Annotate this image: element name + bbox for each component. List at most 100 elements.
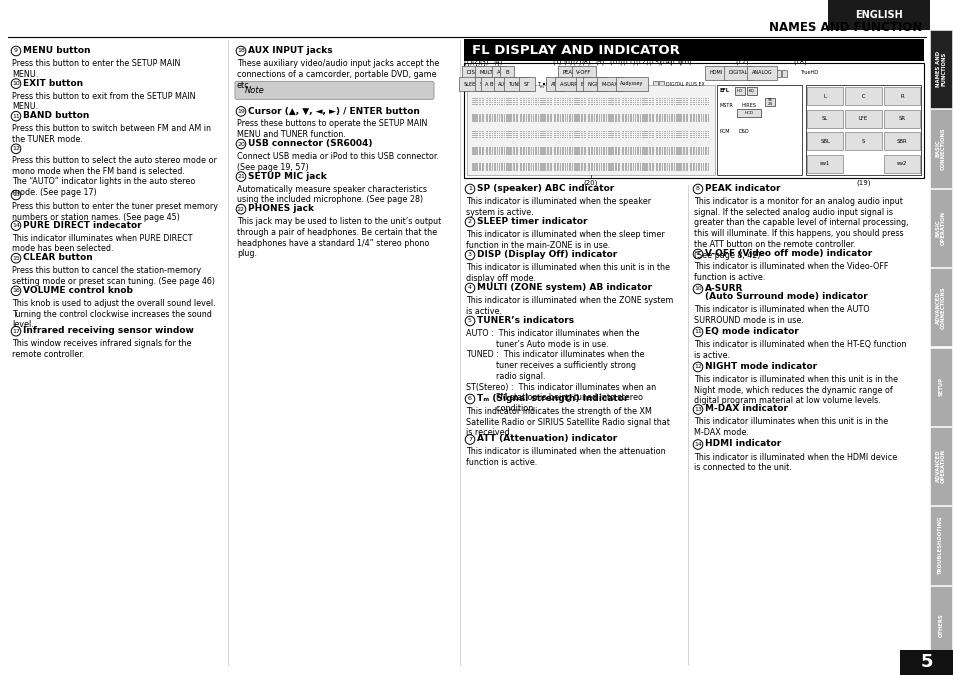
Bar bbox=[537, 130, 538, 132]
Bar bbox=[602, 167, 603, 169]
Bar bbox=[609, 149, 610, 151]
Bar bbox=[646, 134, 647, 136]
Bar bbox=[475, 132, 476, 134]
Bar bbox=[653, 165, 654, 167]
Text: (1): (1) bbox=[463, 59, 472, 65]
Bar bbox=[530, 151, 532, 153]
Bar bbox=[668, 151, 670, 153]
Bar bbox=[481, 114, 482, 116]
Bar bbox=[564, 102, 565, 103]
Text: This indicator is illuminated when the Video-OFF
function is active.: This indicator is illuminated when the V… bbox=[693, 262, 887, 281]
Bar bbox=[650, 147, 651, 148]
Bar bbox=[631, 134, 632, 136]
Bar bbox=[519, 151, 520, 153]
Bar bbox=[475, 100, 476, 101]
Bar bbox=[501, 165, 503, 167]
Bar bbox=[657, 132, 658, 134]
Bar bbox=[607, 151, 608, 153]
Bar bbox=[659, 134, 660, 136]
Bar bbox=[624, 98, 625, 99]
Bar bbox=[516, 134, 517, 136]
Bar bbox=[548, 165, 549, 167]
Bar bbox=[534, 116, 536, 118]
Bar bbox=[659, 151, 660, 153]
Bar bbox=[629, 98, 630, 99]
Bar bbox=[597, 130, 598, 132]
Bar bbox=[696, 136, 697, 138]
Bar bbox=[650, 114, 651, 116]
Bar bbox=[683, 114, 684, 116]
Bar bbox=[602, 132, 603, 134]
Bar bbox=[551, 163, 552, 165]
Bar bbox=[635, 165, 636, 167]
Bar bbox=[682, 102, 683, 103]
Bar bbox=[541, 116, 542, 118]
Bar bbox=[536, 147, 537, 148]
Bar bbox=[581, 149, 583, 151]
Bar bbox=[625, 169, 626, 171]
Bar bbox=[704, 134, 705, 136]
Bar bbox=[682, 136, 683, 138]
Bar bbox=[635, 169, 636, 171]
Bar bbox=[490, 98, 491, 99]
Bar bbox=[651, 130, 652, 132]
Bar bbox=[476, 153, 477, 155]
Bar bbox=[476, 104, 477, 105]
Bar bbox=[498, 130, 499, 132]
Bar bbox=[546, 104, 547, 105]
Bar bbox=[513, 98, 514, 99]
Bar bbox=[666, 116, 667, 118]
Bar bbox=[503, 147, 504, 148]
Bar bbox=[548, 118, 549, 119]
Bar bbox=[638, 104, 639, 105]
Bar bbox=[571, 163, 572, 165]
Bar bbox=[564, 169, 565, 171]
Bar bbox=[527, 165, 529, 167]
Bar bbox=[605, 116, 606, 118]
Bar bbox=[546, 165, 547, 167]
Bar bbox=[476, 167, 477, 169]
Bar bbox=[641, 116, 642, 118]
Bar bbox=[598, 167, 599, 169]
Bar bbox=[553, 104, 554, 105]
Text: (5): (5) bbox=[552, 59, 561, 65]
Bar bbox=[590, 165, 591, 167]
Bar bbox=[546, 149, 547, 151]
Bar bbox=[699, 102, 700, 103]
Bar bbox=[513, 167, 514, 169]
Bar bbox=[495, 118, 496, 119]
Bar bbox=[676, 130, 677, 132]
Bar bbox=[587, 120, 588, 121]
Bar bbox=[646, 104, 647, 105]
Bar bbox=[583, 118, 584, 119]
Bar bbox=[568, 104, 569, 105]
Bar bbox=[673, 104, 674, 105]
Bar bbox=[594, 147, 595, 148]
Bar bbox=[501, 147, 503, 148]
Bar bbox=[689, 149, 690, 151]
Bar bbox=[594, 134, 595, 136]
Bar bbox=[478, 167, 479, 169]
Bar bbox=[648, 165, 649, 167]
Bar bbox=[670, 136, 671, 138]
Bar bbox=[575, 167, 576, 169]
Bar bbox=[698, 147, 699, 148]
Bar bbox=[473, 151, 474, 153]
Bar bbox=[692, 130, 693, 132]
Bar bbox=[590, 134, 591, 136]
Bar bbox=[683, 169, 684, 171]
Bar bbox=[625, 120, 626, 121]
Text: ANALOG: ANALOG bbox=[751, 70, 772, 76]
Bar bbox=[635, 120, 636, 121]
Bar bbox=[519, 165, 520, 167]
Bar bbox=[698, 102, 699, 103]
Bar bbox=[690, 132, 692, 134]
Bar bbox=[612, 116, 613, 118]
Bar bbox=[594, 100, 595, 101]
Bar bbox=[556, 147, 558, 148]
Text: MULTI (ZONE system) AB indicator: MULTI (ZONE system) AB indicator bbox=[476, 283, 651, 292]
Bar bbox=[605, 130, 606, 132]
Bar bbox=[578, 100, 579, 101]
Bar bbox=[488, 98, 489, 99]
Bar bbox=[677, 153, 678, 155]
